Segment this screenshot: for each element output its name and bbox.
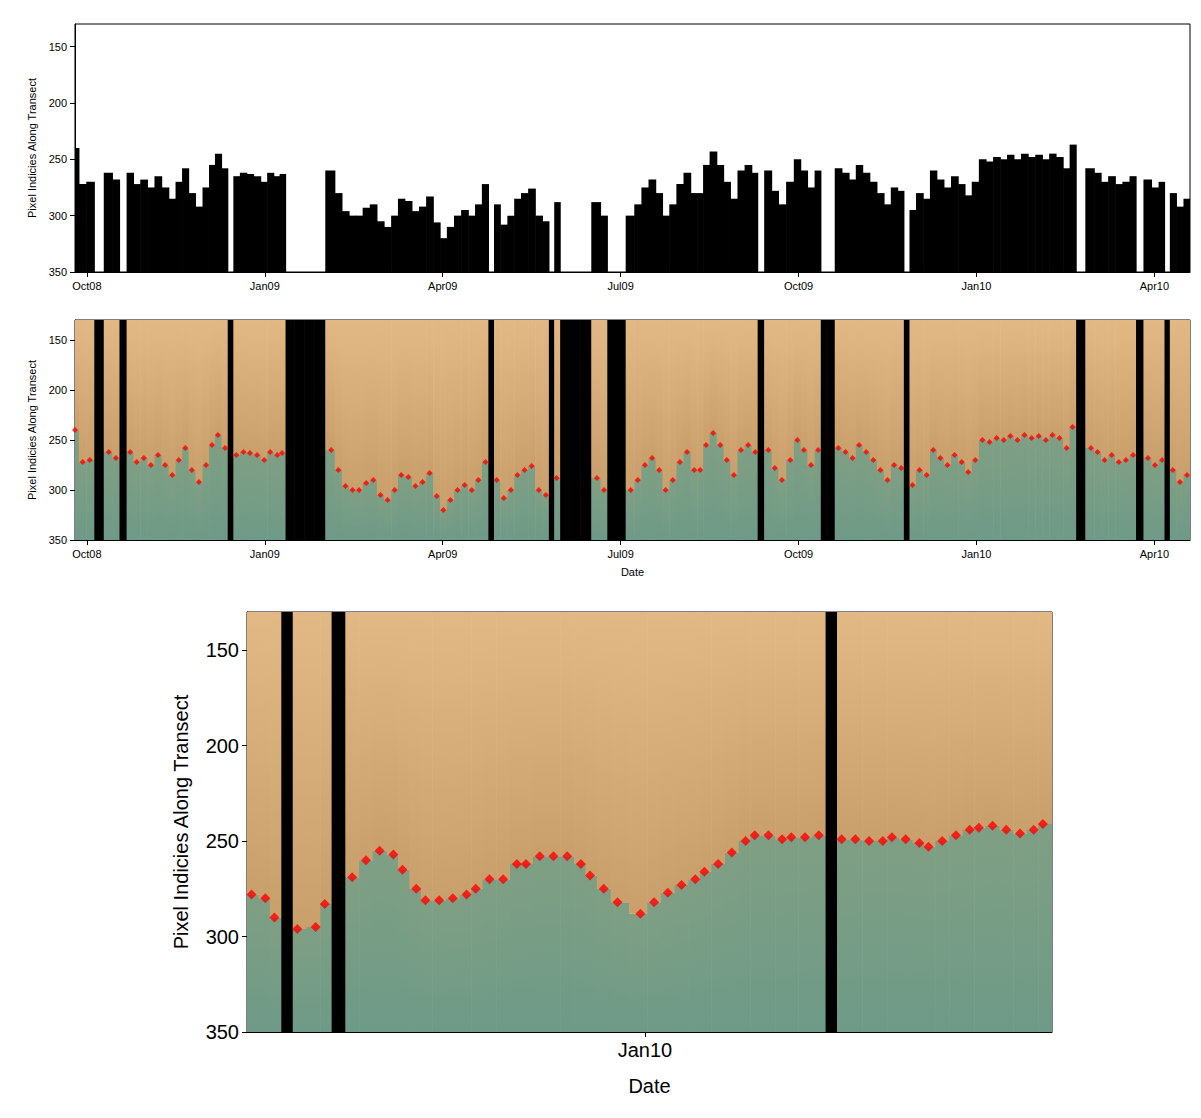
svg-text:Jul09: Jul09 <box>607 548 633 560</box>
svg-text:300: 300 <box>206 926 239 948</box>
svg-text:Oct08: Oct08 <box>72 280 101 292</box>
svg-text:Oct08: Oct08 <box>72 548 101 560</box>
svg-text:Jan10: Jan10 <box>961 548 991 560</box>
svg-text:350: 350 <box>206 1021 239 1043</box>
svg-text:Apr09: Apr09 <box>428 280 457 292</box>
svg-text:150: 150 <box>206 639 239 661</box>
svg-text:150: 150 <box>49 41 67 53</box>
svg-text:200: 200 <box>206 735 239 757</box>
svg-text:300: 300 <box>49 210 67 222</box>
svg-text:Oct09: Oct09 <box>784 548 813 560</box>
svg-text:Apr10: Apr10 <box>1140 548 1169 560</box>
svg-text:Pixel Indicies Along Transect: Pixel Indicies Along Transect <box>26 78 38 218</box>
svg-text:Pixel Indicies Along Transect: Pixel Indicies Along Transect <box>26 360 38 500</box>
svg-text:250: 250 <box>49 434 67 446</box>
svg-text:Jan09: Jan09 <box>250 280 280 292</box>
svg-text:200: 200 <box>49 384 67 396</box>
svg-text:250: 250 <box>49 153 67 165</box>
svg-text:300: 300 <box>49 484 67 496</box>
svg-text:Apr10: Apr10 <box>1140 280 1169 292</box>
svg-text:Jan10: Jan10 <box>618 1039 673 1061</box>
svg-text:150: 150 <box>49 334 67 346</box>
svg-text:200: 200 <box>49 97 67 109</box>
svg-text:Jul09: Jul09 <box>607 280 633 292</box>
svg-text:350: 350 <box>49 266 67 278</box>
svg-text:Date: Date <box>628 1075 670 1097</box>
svg-text:Jan09: Jan09 <box>250 548 280 560</box>
svg-text:250: 250 <box>206 830 239 852</box>
svg-text:Oct09: Oct09 <box>784 280 813 292</box>
svg-text:Date: Date <box>621 566 644 578</box>
svg-text:Apr09: Apr09 <box>428 548 457 560</box>
svg-text:Jan10: Jan10 <box>961 280 991 292</box>
svg-text:Pixel Indicies Along Transect: Pixel Indicies Along Transect <box>170 694 192 949</box>
svg-text:350: 350 <box>49 534 67 546</box>
